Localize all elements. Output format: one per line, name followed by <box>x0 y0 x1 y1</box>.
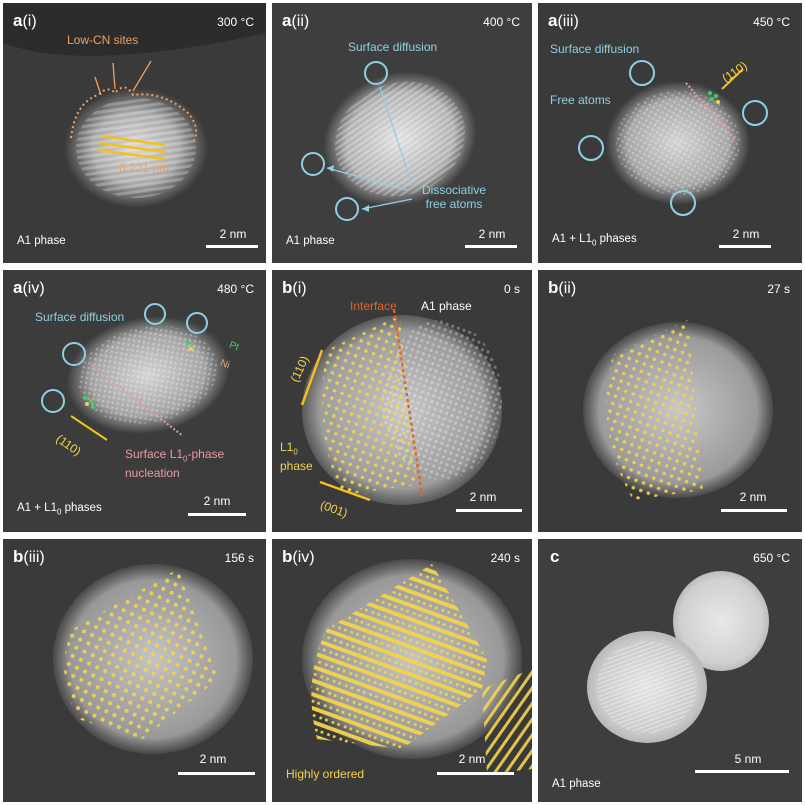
scale-bar <box>719 245 771 248</box>
panel-label: a(iii) <box>548 11 579 30</box>
scale-bar <box>695 770 789 773</box>
tem-image <box>3 270 266 532</box>
panel-label: a(ii) <box>282 11 310 30</box>
scale-bar-text: 2 nm <box>199 752 227 766</box>
phase-label: A1 + L10 phases <box>17 501 102 516</box>
tem-image <box>3 3 266 263</box>
panel-label: b(iii) <box>13 547 45 566</box>
a1-phase-label: A1 phase <box>421 299 472 313</box>
panel-a-iii: a(iii) 450 °C Surface diffusion Free ato… <box>538 3 802 263</box>
tem-image <box>538 3 802 263</box>
low-cn-label: Low-CN sites <box>67 33 139 47</box>
tem-image <box>272 3 532 263</box>
panel-c: c 650 °C A1 phase 5 nm <box>538 539 802 802</box>
scale-bar-text: 2 nm <box>219 227 247 241</box>
phase-label: A1 phase <box>17 235 66 247</box>
interface-label: Interface <box>350 299 397 313</box>
scale-bar <box>465 245 517 248</box>
scale-bar <box>456 509 522 512</box>
surface-diffusion-label: Surface diffusion <box>348 40 438 54</box>
phase-label: A1 phase <box>286 235 335 247</box>
panel-label: b(iv) <box>282 547 315 566</box>
tem-image <box>3 539 266 802</box>
temperature-label: 450 °C <box>753 15 790 29</box>
panel-label: b(i) <box>282 278 307 297</box>
scale-bar-text: 2 nm <box>469 490 497 504</box>
scale-bar <box>188 513 246 516</box>
panel-b-i: b(i) 0 s Interface A1 phase (110) L10 pha… <box>272 270 532 532</box>
phase-label: A1 + L10 phases <box>552 232 637 247</box>
temperature-label: 300 °C <box>217 15 254 29</box>
lattice-spacing-label: 0.221 nm <box>119 161 170 175</box>
free-atoms-label: Free atoms <box>550 93 611 107</box>
panel-b-ii: b(ii) 27 s 2 nm <box>538 270 802 532</box>
scale-bar <box>206 245 258 248</box>
time-label: 0 s <box>503 282 520 296</box>
panel-b-iii: b(iii) 156 s 2 nm <box>3 539 266 802</box>
l10-phase-label: L10 phase <box>280 440 313 474</box>
panel-label: c <box>550 547 560 566</box>
panel-label: a(iv) <box>13 278 45 297</box>
highly-ordered-label: Highly ordered <box>286 767 365 781</box>
time-label: 240 s <box>490 551 520 565</box>
dissociative-label: Dissociative free atoms <box>422 183 487 211</box>
temperature-label: 400 °C <box>483 15 520 29</box>
panel-label: b(ii) <box>548 278 577 297</box>
time-label: 156 s <box>224 551 254 565</box>
scale-bar-text: 2 nm <box>458 752 486 766</box>
tem-image <box>538 539 802 802</box>
tem-image <box>272 539 532 802</box>
time-label: 27 s <box>767 282 790 296</box>
scale-bar-text: 2 nm <box>203 494 231 508</box>
nucleation-label: Surface L10-phase nucleation <box>125 447 225 481</box>
panel-a-i: a(i) 300 °C Low-CN sites 0.221 nm A1 pha… <box>3 3 266 263</box>
scale-bar <box>721 509 787 512</box>
scale-bar <box>178 772 255 775</box>
phase-label: A1 phase <box>552 778 601 790</box>
tem-image <box>538 270 802 532</box>
surface-diffusion-label: Surface diffusion <box>35 310 125 324</box>
temperature-label: 480 °C <box>217 282 254 296</box>
scale-bar <box>437 772 514 775</box>
panel-label: a(i) <box>13 11 37 30</box>
scale-bar-text: 5 nm <box>734 752 762 766</box>
panel-b-iv: b(iv) 240 s Highly ordered 2 nm <box>272 539 532 802</box>
panel-a-ii: a(ii) 400 °C Surface diffusion Dissociat… <box>272 3 532 263</box>
tem-image <box>272 270 532 532</box>
scale-bar-text: 2 nm <box>732 227 760 241</box>
scale-bar-text: 2 nm <box>739 490 767 504</box>
temperature-label: 650 °C <box>753 551 790 565</box>
panel-a-iv: a(iv) 480 °C Surface diffusion Pt Ni (11… <box>3 270 266 532</box>
scale-bar-text: 2 nm <box>478 227 506 241</box>
surface-diffusion-label: Surface diffusion <box>550 42 640 56</box>
